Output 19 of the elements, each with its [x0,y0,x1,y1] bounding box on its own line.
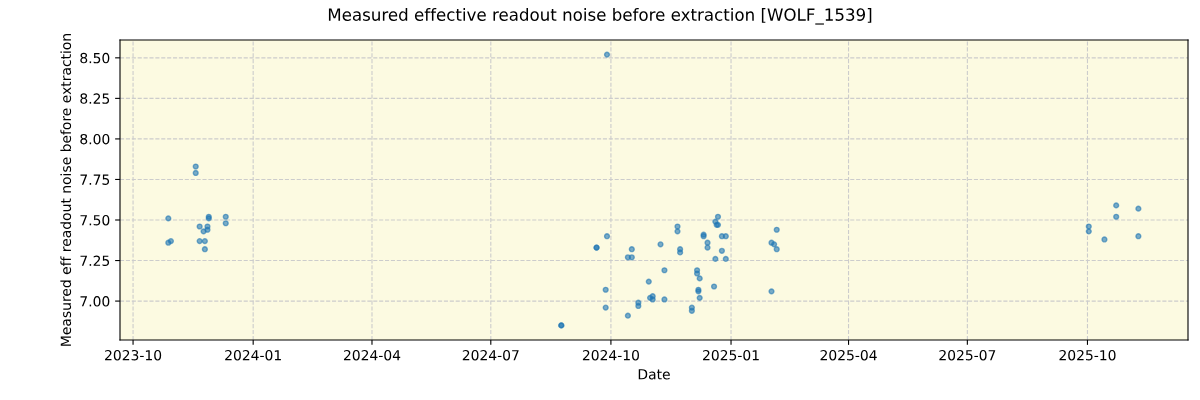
y-axis-title: Measured eff readout noise before extraction [60,34,72,346]
x-tick-label: 2025-07 [939,349,996,361]
y-tick-label: 7.00 [80,296,110,307]
y-tick-label: 7.75 [80,174,110,185]
x-axis-title: Date [638,369,670,380]
y-tick-label: 8.50 [80,52,110,64]
x-tick-label: 2024-07 [462,349,519,361]
y-tick-label: 8.00 [80,133,110,145]
x-tick-label: 2024-04 [343,349,401,361]
y-tick-label: 8.25 [80,93,110,104]
y-tick-label: 7.50 [80,214,110,226]
x-tick-label: 2025-04 [820,349,877,361]
x-tick-label: 2025-01 [703,349,759,361]
chart-title: Measured effective readout noise before extraction [WOLF_1539] [328,8,872,25]
x-tick-label: 2025-10 [1059,349,1116,361]
x-tick-label: 2023-10 [105,349,162,361]
x-tick-label: 2024-10 [582,349,640,361]
y-tick-label: 7.25 [80,255,110,267]
x-tick-label: 2024-01 [225,349,281,361]
